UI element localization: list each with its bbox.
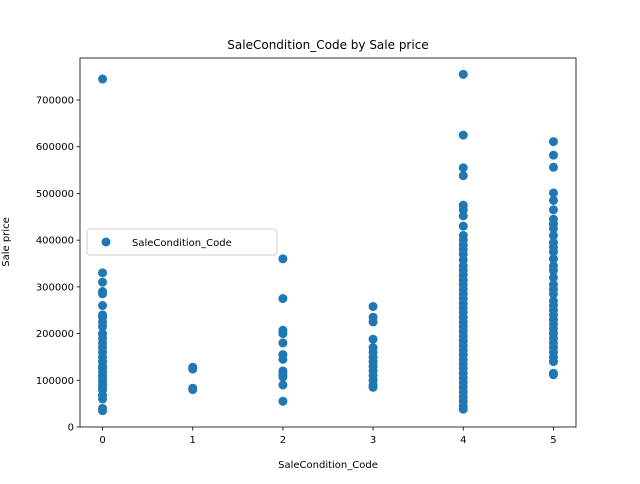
scatter-point: [458, 130, 468, 140]
y-axis-ticks: 0 100000 200000 300000 400000 500000 600000 700…: [36, 96, 80, 434]
y-axis-label: Sale price: [1, 217, 12, 266]
scatter-point: [368, 317, 378, 327]
scatter-point: [188, 364, 198, 374]
scatter-point: [548, 289, 558, 299]
scatter-point: [458, 69, 468, 79]
scatter-point: [98, 322, 108, 332]
x-tick-label: 4: [460, 435, 466, 446]
scatter-point: [368, 334, 378, 344]
scatter-point: [548, 266, 558, 276]
scatter-point: [458, 404, 468, 414]
scatter-point: [548, 137, 558, 147]
scatter-point: [278, 372, 288, 382]
scatter-point: [368, 301, 378, 311]
plot-area-frame: [79, 57, 577, 428]
y-tick-label: 500000: [36, 189, 74, 200]
scatter-point: [548, 188, 558, 198]
x-axis-label: SaleCondition_Code: [278, 460, 378, 471]
scatter-point: [278, 294, 288, 304]
scatter-point: [548, 357, 558, 367]
legend-box: [86, 228, 278, 256]
legend-label: SaleCondition_Code: [132, 238, 232, 249]
scatter-point: [548, 273, 558, 283]
x-tick-label: 0: [99, 435, 105, 446]
scatter-point: [458, 163, 468, 173]
scatter-point: [278, 396, 288, 406]
y-tick-label: 300000: [36, 282, 74, 293]
x-axis-ticks: 0 1 2 3 4 5: [99, 427, 557, 446]
data-points-layer: [98, 69, 558, 416]
scatter-point: [548, 254, 558, 264]
y-tick-label: 200000: [36, 329, 74, 340]
scatter-point: [548, 223, 558, 233]
scatter-point: [98, 277, 108, 287]
scatter-point: [98, 289, 108, 299]
y-tick-label: 100000: [36, 376, 74, 387]
y-tick-label: 600000: [36, 142, 74, 153]
scatter-point: [458, 221, 468, 231]
scatter-point: [458, 171, 468, 181]
scatter-point: [278, 254, 288, 264]
scatter-point: [98, 394, 108, 404]
y-tick-label: 700000: [36, 96, 74, 107]
scatter-point: [548, 230, 558, 240]
scatter-point: [458, 211, 468, 221]
scatter-point: [278, 380, 288, 390]
scatter-point: [278, 354, 288, 364]
scatter-point: [98, 74, 108, 84]
scatter-point: [548, 205, 558, 215]
scatter-point: [98, 406, 108, 416]
x-tick-label: 5: [550, 435, 556, 446]
scatter-point: [548, 162, 558, 172]
x-tick-label: 1: [190, 435, 196, 446]
scatter-point: [548, 195, 558, 205]
chart-legend: SaleCondition_Code: [86, 228, 278, 256]
chart-title: SaleCondition_Code by Sale price: [227, 38, 428, 52]
scatter-point: [548, 150, 558, 160]
scatter-point: [548, 247, 558, 257]
scatter-point: [278, 329, 288, 339]
x-tick-label: 3: [370, 435, 376, 446]
scatter-point: [98, 301, 108, 311]
scatter-point: [188, 385, 198, 395]
scatter-point: [368, 382, 378, 392]
y-tick-label: 0: [68, 423, 74, 434]
legend-marker: [101, 237, 111, 247]
scatter-point: [278, 338, 288, 348]
x-tick-label: 2: [280, 435, 286, 446]
scatter-point: [548, 370, 558, 380]
y-tick-label: 400000: [36, 236, 74, 247]
scatter-point: [98, 268, 108, 278]
